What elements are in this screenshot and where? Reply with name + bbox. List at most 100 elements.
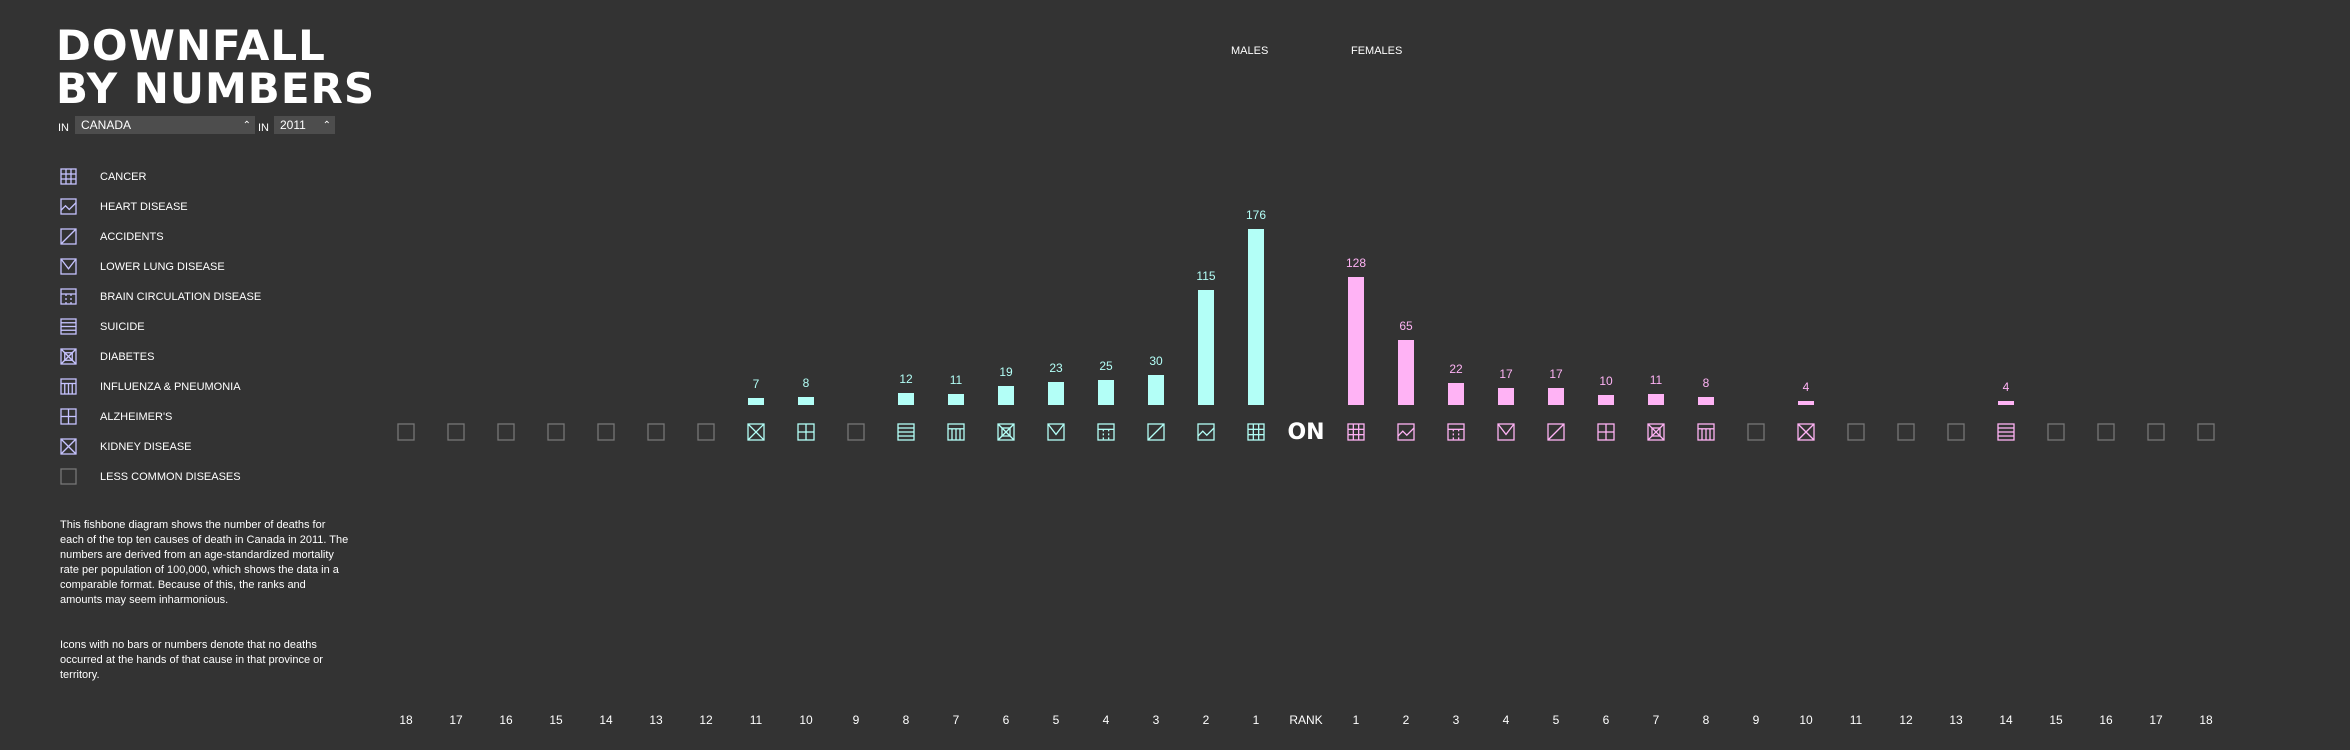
empty-square-icon[interactable] <box>647 423 665 441</box>
female-bar <box>1498 388 1514 405</box>
female-bar <box>1598 395 1614 405</box>
rank-tick-label: 8 <box>903 713 910 727</box>
grid-icon[interactable] <box>1247 423 1265 441</box>
rank-tick-label: 3 <box>1453 713 1460 727</box>
empty-square-icon[interactable] <box>2097 423 2115 441</box>
title-line-2: BY NUMBERS <box>56 64 376 113</box>
legend-item: INFLUENZA & PNEUMONIA <box>60 378 360 396</box>
male-bar <box>998 386 1014 405</box>
dashed-arch-icon[interactable] <box>1097 423 1115 441</box>
empty-square-icon[interactable] <box>847 423 865 441</box>
female-value-label: 10 <box>1599 374 1613 388</box>
empty-square-icon[interactable] <box>1847 423 1865 441</box>
female-bar <box>1798 401 1814 405</box>
empty-square-icon[interactable] <box>2047 423 2065 441</box>
page-title: DOWNFALL BY NUMBERS <box>56 24 375 110</box>
legend-item: SUICIDE <box>60 318 360 336</box>
female-bar <box>1448 383 1464 405</box>
ladder-icon <box>60 318 77 335</box>
ladder-icon[interactable] <box>897 423 915 441</box>
rank-tick-label: 17 <box>2149 713 2163 727</box>
female-value-label: 128 <box>1346 256 1366 270</box>
female-value-label: 4 <box>2003 380 2010 394</box>
rank-tick-label: 18 <box>2199 713 2213 727</box>
legend-label: DIABETES <box>100 351 155 363</box>
title-line-1: DOWNFALL <box>56 21 326 70</box>
comb-icon[interactable] <box>947 423 965 441</box>
legend-label: BRAIN CIRCULATION DISEASE <box>100 291 262 303</box>
empty-square-icon[interactable] <box>2197 423 2215 441</box>
empty-square-icon[interactable] <box>1747 423 1765 441</box>
empty-square-icon[interactable] <box>1897 423 1915 441</box>
male-value-label: 11 <box>950 373 963 387</box>
rank-tick-label: 13 <box>649 713 663 727</box>
legend-item: ALZHEIMER'S <box>60 408 360 426</box>
comb-icon[interactable] <box>1697 423 1715 441</box>
empty-square-icon[interactable] <box>497 423 515 441</box>
region-select[interactable]: CANADA ⌃ <box>75 116 255 134</box>
ribbon-icon[interactable] <box>1047 423 1065 441</box>
bowtie-icon[interactable] <box>1797 423 1815 441</box>
box-x-icon[interactable] <box>997 423 1015 441</box>
box-x-icon <box>60 348 77 365</box>
ribbon-icon[interactable] <box>1497 423 1515 441</box>
rank-tick-label: 11 <box>750 713 763 727</box>
quad-icon[interactable] <box>797 423 815 441</box>
year-select-value: 2011 <box>280 118 306 132</box>
female-value-label: 11 <box>1650 373 1663 387</box>
legend-label: LESS COMMON DISEASES <box>100 471 241 483</box>
rank-tick-label: 7 <box>1653 713 1660 727</box>
grid-icon[interactable] <box>1347 423 1365 441</box>
empty-square-icon[interactable] <box>547 423 565 441</box>
legend-label: LOWER LUNG DISEASE <box>100 261 225 273</box>
box-x-icon[interactable] <box>1647 423 1665 441</box>
legend-label: KIDNEY DISEASE <box>100 441 192 453</box>
male-value-label: 7 <box>753 377 760 391</box>
male-bar <box>898 393 914 405</box>
female-bar <box>1548 388 1564 405</box>
female-bar <box>1398 340 1414 405</box>
rank-tick-label: 15 <box>2049 713 2063 727</box>
region-select-value: CANADA <box>81 118 132 132</box>
rank-tick-label: 16 <box>2099 713 2113 727</box>
ribbon-icon <box>60 258 77 275</box>
rank-tick-label: 10 <box>1799 713 1813 727</box>
caret-icon: ⌃ <box>242 120 251 131</box>
diagonal-icon[interactable] <box>1147 423 1165 441</box>
heart-line-icon[interactable] <box>1397 423 1415 441</box>
legend-item: LESS COMMON DISEASES <box>60 468 360 486</box>
bowtie-icon[interactable] <box>747 423 765 441</box>
male-value-label: 25 <box>1099 359 1113 373</box>
ladder-icon[interactable] <box>1997 423 2015 441</box>
dashed-arch-icon[interactable] <box>1447 423 1465 441</box>
male-bar <box>1098 380 1114 405</box>
females-label: FEMALES <box>1351 45 1403 57</box>
empty-square-icon[interactable] <box>1947 423 1965 441</box>
empty-square-icon[interactable] <box>2147 423 2165 441</box>
female-bar <box>1998 401 2014 405</box>
rank-tick-label: 4 <box>1103 713 1110 727</box>
empty-square-icon[interactable] <box>397 423 415 441</box>
legend-label: INFLUENZA & PNEUMONIA <box>100 381 241 393</box>
bowtie-icon <box>60 438 77 455</box>
female-value-label: 17 <box>1499 367 1513 381</box>
female-value-label: 8 <box>1703 376 1710 390</box>
rank-tick-label: 7 <box>953 713 960 727</box>
rank-tick-label: 1 <box>1353 713 1360 727</box>
year-select[interactable]: 2011 ⌃ <box>274 116 335 134</box>
legend-item: HEART DISEASE <box>60 198 360 216</box>
diagonal-icon[interactable] <box>1547 423 1565 441</box>
legend-label: ALZHEIMER'S <box>100 411 173 423</box>
heart-line-icon[interactable] <box>1197 423 1215 441</box>
rank-tick-label: 6 <box>1603 713 1610 727</box>
quad-icon[interactable] <box>1597 423 1615 441</box>
empty-square-icon[interactable] <box>697 423 715 441</box>
empty-square-icon[interactable] <box>597 423 615 441</box>
female-value-label: 65 <box>1399 319 1413 333</box>
diagonal-icon <box>60 228 77 245</box>
male-value-label: 176 <box>1246 208 1266 222</box>
quad-icon <box>60 408 77 425</box>
legend-label: HEART DISEASE <box>100 201 188 213</box>
empty-square-icon[interactable] <box>447 423 465 441</box>
male-bar <box>948 394 964 405</box>
